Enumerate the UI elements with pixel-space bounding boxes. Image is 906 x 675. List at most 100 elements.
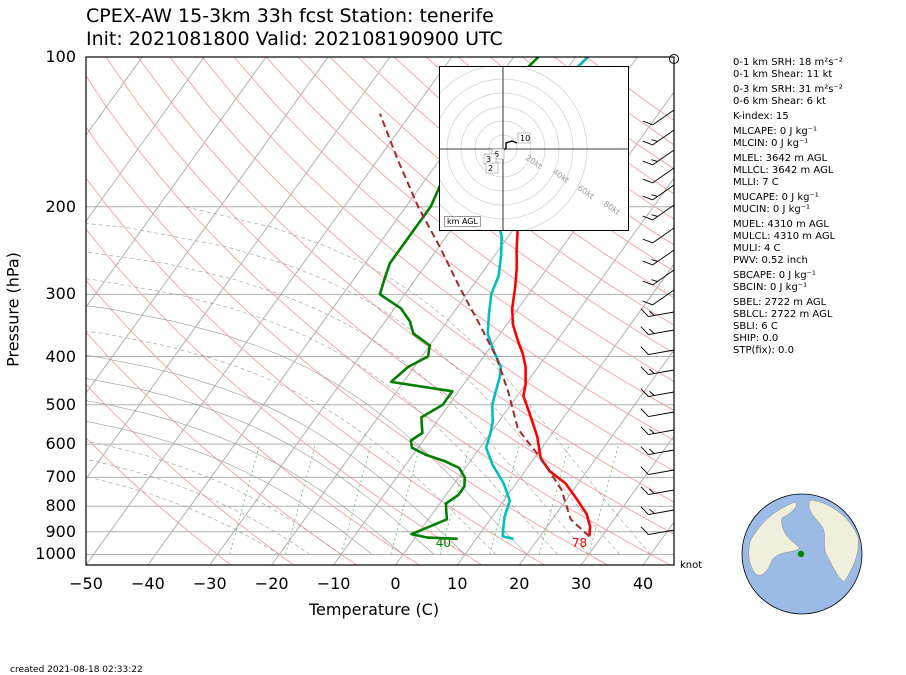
y-tick-label: 500 [45,394,76,414]
dry-adiabat [86,74,671,565]
index-item: 0-6 km Shear: 6 kt [733,96,826,107]
mixing-ratio-line [588,443,620,555]
index-item: SBCIN: 0 J kg⁻¹ [733,282,808,293]
dry-adiabat [105,57,674,535]
wind-barb [640,346,675,355]
wind-barb [640,506,675,515]
index-item: SBLI: 6 C [733,321,778,332]
dry-adiabat [86,279,420,565]
y-tick-label: 800 [45,496,76,516]
index-item: SHIP: 0.0 [733,333,779,344]
y-tick-label: 900 [45,521,76,541]
hodograph-height-label: 10 [520,134,530,143]
x-tick-label: 10 [447,574,468,593]
wind-barb [640,388,675,397]
isotherm [86,57,205,222]
index-item: MULI: 4 C [733,243,781,254]
x-tick-label: −40 [131,574,165,593]
wind-barb [642,149,675,166]
dry-adiabat [137,57,674,503]
dry-adiabat [169,57,674,472]
index-item: MLEL: 3642 m AGL [733,153,828,164]
dry-adiabat [86,383,294,565]
surface-value-label: 40 [436,536,451,550]
index-item: MULCL: 4310 m AGL [733,231,836,242]
x-tick-label: −30 [192,574,227,593]
index-item: MUCAPE: 0 J kg⁻¹ [733,192,819,203]
mixing-ratio-line [489,443,521,555]
moist-adiabat [185,206,651,555]
x-tick-label: 30 [570,574,592,593]
plot-frame [85,56,675,566]
index-item: SBEL: 2722 m AGL [733,297,827,308]
wind-barb [640,308,675,317]
isotherm [580,435,674,565]
dry-adiabat [393,57,674,272]
dry-adiabat [86,177,546,565]
isotherm [518,349,674,565]
isotherm [86,57,329,394]
wind-barb [640,366,675,375]
moist-adiabat [86,440,342,555]
mixing-ratio-line [340,443,372,555]
dry-adiabat [86,228,483,565]
index-item: SBCAPE: 0 J kg⁻¹ [733,270,816,281]
isotherm [395,177,674,565]
wind-barb [642,167,675,184]
x-tick-label: −50 [69,574,103,593]
wind-unit-label: knot [680,560,703,571]
mixing-ratio-line [538,443,570,555]
x-tick-label: 20 [509,574,530,593]
index-item: STP(fix): 0.0 [733,345,794,356]
wind-barb [642,227,675,244]
dry-adiabat [329,57,674,326]
wind-barb [640,408,675,417]
wind-barb [642,129,675,146]
wind-barb [642,184,675,201]
hodograph-ring-label: 80kt [602,199,622,217]
hodograph: 20kt 40kt 60kt 80kt 10 6 3 2 km AGL [418,64,629,234]
hodograph-ring-label: 60kt [576,183,596,201]
wind-barb [640,446,675,455]
x-tick-label: 0 [390,574,401,593]
wind-barb [640,466,675,475]
dry-adiabat [297,57,674,354]
x-tick-label: 40 [632,574,654,593]
dry-adiabat [265,57,674,383]
index-item: PWV: 0.52 inch [733,255,808,266]
chart-subtitle: Init: 2021081800 Valid: 202108190900 UTC [86,28,503,50]
y-tick-label: 700 [45,467,76,487]
mixing-ratio-line [390,443,422,555]
y-tick-label: 600 [45,434,76,454]
location-globe [741,493,863,615]
index-item: 0-1 km Shear: 11 kt [733,69,833,80]
y-tick-label: 400 [45,346,76,366]
mixing-ratio-line [439,443,471,555]
wind-barb [640,426,675,435]
index-item: MUEL: 4310 m AGL [733,219,829,230]
surface-value-label: 78 [572,536,587,550]
wind-barb [642,269,675,286]
index-item: K-index: 15 [733,111,789,122]
isotherm [456,263,674,565]
dry-adiabat [361,57,674,299]
index-item: MLLI: 7 C [733,177,779,188]
dry-adiabat [86,331,357,565]
y-tick-label: 100 [45,47,76,66]
wind-barb [640,326,675,335]
y-axis-label: Pressure (hPa) [3,252,23,367]
y-tick-label: 1000 [35,544,76,564]
moist-adiabat [86,223,620,555]
isotherm [86,57,391,480]
chart-title: CPEX-AW 15-3km 33h fcst Station: tenerif… [86,5,494,27]
wind-barb [642,109,675,126]
isotherm [86,57,267,308]
dry-adiabat [233,57,674,412]
wind-barb [642,289,675,306]
x-axis-label: Temperature (C) [309,600,440,619]
indices-panel: 0-1 km SRH: 18 m²s⁻² 0-1 km Shear: 11 kt 0… [733,57,843,357]
index-item: MLLCL: 3642 m AGL [733,165,834,176]
wind-barb [640,526,675,535]
moist-adiabat [86,251,589,555]
hodograph-height-label: 3 [486,155,491,164]
